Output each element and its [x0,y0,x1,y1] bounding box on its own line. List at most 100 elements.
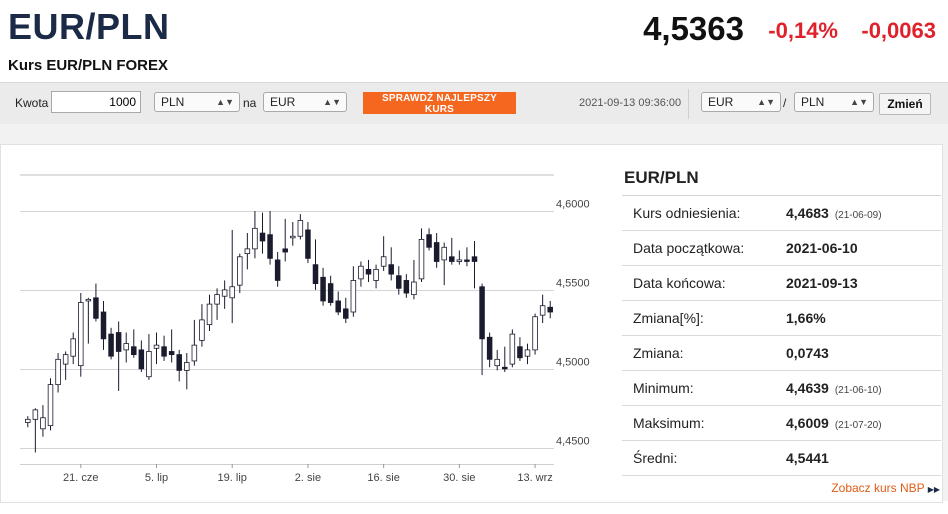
stat-row: Zmiana: 0,0743 [622,336,941,371]
stat-value: 0,0743 [786,345,829,361]
stat-value-text: 2021-09-13 [786,275,858,291]
amount-label: Kwota [15,96,49,110]
stat-value: 4,4683 (21-06-09) [786,205,882,221]
stat-value: 2021-09-13 [786,275,858,291]
stat-row: Minimum: 4,4639 (21-06-10) [622,371,941,406]
candle-body [229,286,235,299]
stat-date: (21-07-20) [834,420,882,431]
nbp-link-text: Zobacz kurs NBP [831,481,925,495]
change-pair-button[interactable]: Zmień [879,93,931,115]
candle-body [373,268,379,281]
candle-body [479,286,485,340]
candle-body [433,242,440,262]
candle-body [494,358,500,367]
candle-body [471,256,478,262]
candle-body [388,264,394,275]
from-currency-value: PLN [161,95,185,109]
candle-body [191,344,198,362]
stat-row: Kurs odniesienia: 4,4683 (21-06-09) [622,196,941,231]
stat-row: Maksimum: 4,6009 (21-07-20) [622,406,941,441]
base-currency-select[interactable]: EUR ▲▼ [701,92,781,112]
candle-body [32,409,39,420]
page-subtitle: Kurs EUR/PLN FOREX [8,57,169,74]
stat-label: Minimum: [633,380,694,396]
candle-body [358,265,364,280]
candle-body [199,319,205,341]
candle-body [85,298,92,302]
candle-body [320,276,326,302]
candle-body [486,336,493,360]
select-arrows-icon: ▲▼ [323,97,341,107]
stat-label: Data początkowa: [633,240,745,256]
candle-body [146,351,152,378]
candle-body [176,354,182,371]
pair-slash: / [783,96,787,110]
candle-body [396,275,402,289]
stat-date: (21-06-10) [834,385,882,396]
content-area [0,124,948,503]
check-best-rate-button[interactable]: SPRAWDŹ NAJLEPSZY KURS [363,92,516,115]
candle-body [274,259,281,281]
candlestick-chart: 4,4500 4,5000 4,5500 4,6000 21. cze 5. lip 19.… [10,164,602,509]
quote-currency-select[interactable]: PLN ▲▼ [794,92,874,112]
current-rate: 4,5363 [643,10,744,47]
candle-body [221,289,228,297]
chart-card [0,144,943,503]
candle-body [532,316,538,351]
candle-body [343,308,349,319]
stat-label: Maksimum: [633,415,705,431]
candle-body [244,248,251,255]
change-percent: -0,14% [768,18,838,43]
candle-body [70,338,76,357]
candle-body [335,300,341,313]
candle-body [206,303,213,326]
y-tick-label: 4,5500 [556,278,590,290]
candle-body [184,362,190,371]
candle-body [115,332,122,352]
x-tick-label: 13. wrz [517,472,552,484]
candle-body [259,232,266,242]
stat-value: 4,4639 (21-06-10) [786,380,882,396]
stat-label: Data końcowa: [633,275,726,291]
stats-panel: EUR/PLN Kurs odniesienia: 4,4683 (21-06-09… [622,160,941,476]
candle-body [62,354,69,365]
converter-toolbar: Kwota PLN ▲▼ na EUR ▲▼ SPRAWDŹ NAJLEPSZY… [0,82,948,125]
candle-body [327,283,334,303]
y-tick-label: 4,4500 [556,436,590,448]
stat-value-text: 4,4639 [786,380,829,396]
x-tick-label: 19. lip [218,472,247,484]
stat-label: Kurs odniesienia: [633,205,741,221]
candle-body [108,333,114,357]
candle-body [100,311,107,340]
candle-body [426,234,432,248]
candle-body [282,248,288,253]
stat-row: Data końcowa: 2021-09-13 [622,266,941,301]
candle-body [40,417,46,430]
amount-input[interactable] [51,91,141,113]
candle-body [138,349,145,370]
x-tick-label: 2. sie [295,472,321,484]
stat-value: 4,5441 [786,450,829,466]
stat-label: Zmiana: [633,345,684,361]
x-tick-label: 16. sie [367,472,399,484]
quote-currency-value: PLN [801,95,825,109]
stat-row: Zmiana[%]: 1,66% [622,301,941,336]
double-arrow-icon: ▶▶ [927,485,940,494]
to-currency-select[interactable]: EUR ▲▼ [263,92,347,112]
base-currency-value: EUR [708,95,734,109]
from-currency-select[interactable]: PLN ▲▼ [154,92,240,112]
candle-body [168,351,175,356]
candle-body [161,346,167,357]
nbp-rate-link[interactable]: Zobacz kurs NBP ▶▶ [831,481,940,495]
candle-body [214,294,220,305]
stat-row: Data początkowa: 2021-06-10 [622,231,941,266]
candle-body [123,343,129,351]
to-currency-value: EUR [270,95,296,109]
stat-label: Średni: [633,450,678,466]
candle-body [456,259,463,262]
divider [688,89,689,119]
candle-body [411,281,417,296]
y-tick-label: 4,6000 [556,199,590,211]
candle-body [502,366,508,370]
candle-body [449,256,455,262]
